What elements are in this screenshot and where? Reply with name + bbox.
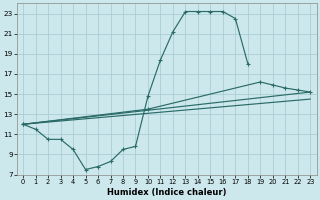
X-axis label: Humidex (Indice chaleur): Humidex (Indice chaleur) [107, 188, 227, 197]
